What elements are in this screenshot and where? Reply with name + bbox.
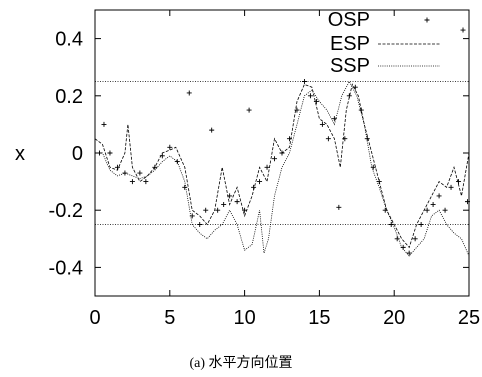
osp-point	[101, 121, 107, 127]
osp-point	[186, 90, 192, 96]
osp-point	[465, 199, 471, 205]
osp-point	[234, 199, 240, 205]
figure-caption: (a) 水平方向位置	[189, 356, 293, 371]
axis-ticks: 0 5 10 15 20 25 -0.4 -0.2 0 0.2 0.4	[49, 10, 480, 329]
osp-point	[264, 164, 270, 170]
osp-point	[418, 222, 424, 227]
osp-point	[430, 201, 436, 207]
legend-label: ESP	[330, 33, 370, 55]
osp-point	[246, 107, 252, 113]
osp-point	[319, 121, 325, 127]
osp-point	[129, 179, 135, 185]
osp-point	[331, 116, 337, 122]
y-tick-label: 0.4	[55, 29, 83, 51]
x-tick-label: 25	[458, 307, 480, 329]
series-layer	[94, 27, 471, 257]
osp-point	[167, 144, 173, 150]
y-tick-label: 0	[72, 143, 83, 165]
osp-point	[313, 99, 319, 105]
osp-point	[209, 127, 215, 133]
osp-point	[456, 179, 462, 185]
osp-point	[107, 150, 113, 156]
osp-point	[137, 170, 143, 176]
osp-point	[257, 179, 263, 185]
osp-point	[182, 184, 188, 190]
osp-point	[364, 136, 370, 142]
legend-label: OSP	[328, 9, 370, 31]
osp-point	[307, 93, 313, 99]
osp-point	[448, 184, 454, 190]
osp-point	[242, 207, 248, 213]
y-tick-label: -0.2	[49, 200, 83, 222]
y-axis-title: x	[15, 143, 25, 165]
osp-point	[442, 207, 448, 213]
osp-point	[336, 204, 342, 210]
osp-point	[203, 207, 209, 213]
osp-point	[301, 79, 307, 84]
osp-point	[325, 136, 331, 142]
osp-point	[197, 222, 203, 227]
osp-point	[412, 236, 418, 242]
x-tick-label: 15	[308, 307, 330, 329]
osp-point	[143, 179, 149, 185]
x-tick-label: 20	[383, 307, 405, 329]
osp-point	[406, 250, 412, 256]
esp-line	[94, 83, 470, 249]
osp-point	[215, 207, 221, 213]
x-tick-label: 10	[233, 307, 255, 329]
osp-point	[460, 27, 466, 33]
osp-point	[114, 164, 120, 170]
osp-point	[174, 159, 180, 165]
x-tick-label: 5	[164, 307, 175, 329]
x-tick-label: 0	[89, 307, 100, 329]
legend-label: SSP	[330, 55, 370, 77]
osp-point	[122, 170, 128, 176]
osp-point	[272, 156, 278, 162]
osp-point	[424, 207, 430, 213]
osp-point	[394, 236, 400, 242]
osp-point	[436, 193, 442, 199]
y-tick-label: 0.2	[55, 86, 83, 108]
osp-point	[221, 201, 227, 207]
y-tick-label: -0.4	[49, 257, 83, 279]
ssp-line	[95, 80, 470, 257]
legend-sample-osp	[424, 17, 430, 23]
